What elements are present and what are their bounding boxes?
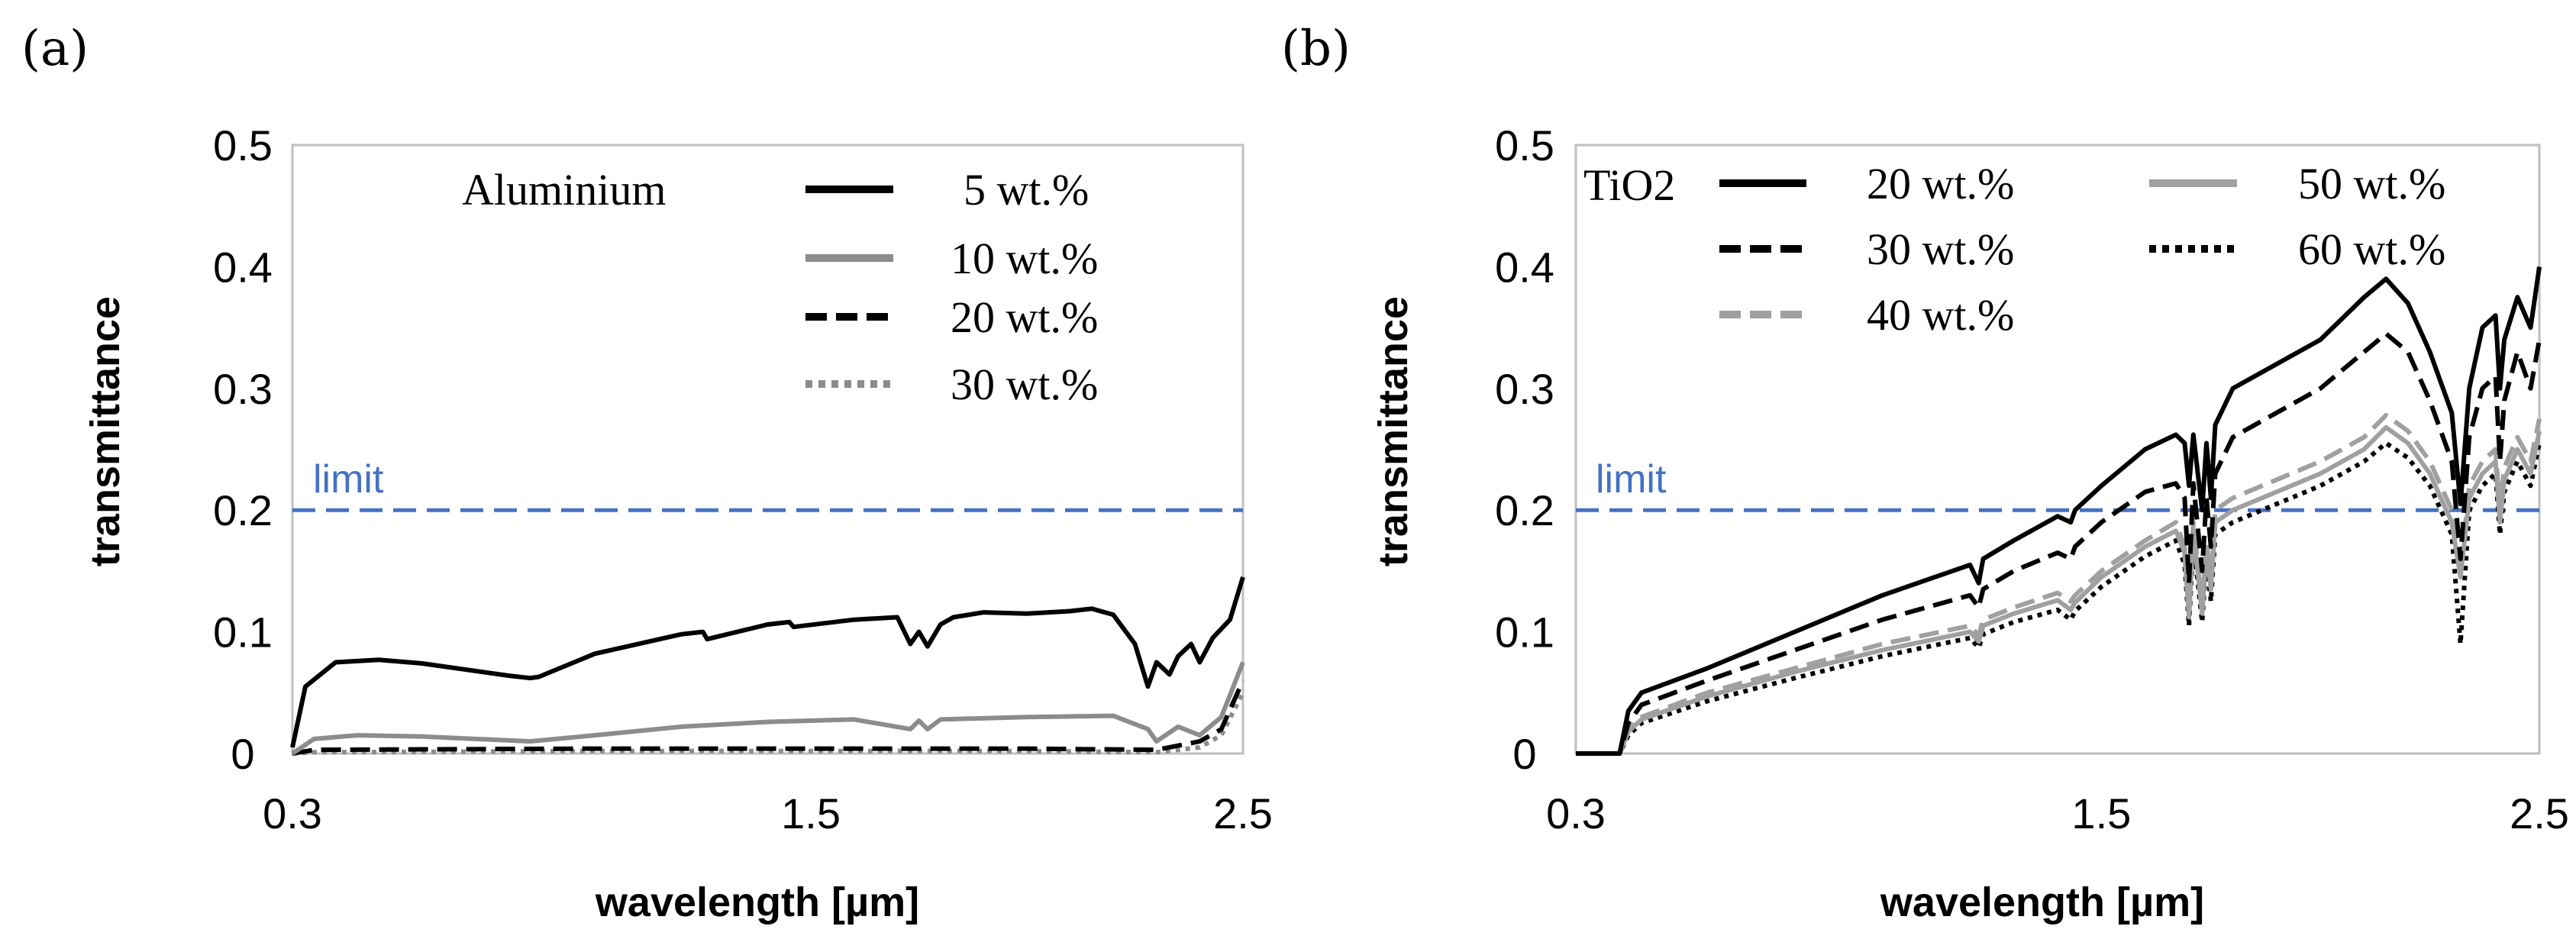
panel-a-limit-label: limit	[313, 457, 384, 502]
panel-b-xtick-label: 1.5	[2071, 789, 2131, 837]
panel-a-series-20-wt	[292, 679, 1245, 756]
panel-a-legend-title: Aluminium	[462, 165, 666, 215]
panel-b-series-30-wt	[1576, 331, 2542, 756]
panel-a-series-30-wt	[292, 691, 1245, 756]
panel-b-xlabel: wavelength [µm]	[1880, 879, 2204, 925]
panel-b-plot-area: 0 0.1 0.2 0.3 0.4 0.5 0.3 1.5 2.5 limit TiO2 20…	[1495, 121, 2569, 837]
panel-b-legend-label: 20 wt.%	[1867, 159, 2014, 208]
panel-a-xtick-label: 0.3	[263, 789, 322, 837]
panel-b-ylabel: transmittance	[1370, 296, 1416, 566]
panel-b-series-20-wt	[1576, 266, 2542, 756]
panel-a-xtick-label: 2.5	[1213, 789, 1273, 837]
panel-a-legend: Aluminium 5 wt.% 10 wt.% 20 wt.% 30 wt.%	[462, 165, 1098, 409]
panel-a-ytick-label: 0.4	[213, 243, 273, 291]
panel-b-legend-label: 60 wt.%	[2298, 224, 2445, 274]
panel-b-x-ticks: 0.3 1.5 2.5	[1546, 789, 2569, 837]
panel-b-xtick-label: 0.3	[1546, 789, 1606, 837]
panel-a-ytick-label: 0	[231, 730, 254, 778]
panel-b-legend-label: 30 wt.%	[1867, 224, 2014, 274]
panel-a-xlabel: wavelength [µm]	[595, 879, 919, 925]
panel-a-legend-label: 5 wt.%	[964, 165, 1089, 215]
panel-b-legend-label: 40 wt.%	[1867, 290, 2014, 340]
panel-a-x-ticks: 0.3 1.5 2.5	[263, 789, 1273, 837]
panel-a-series-5-wt	[290, 576, 1245, 748]
panel-a-plot-frame	[291, 144, 1244, 755]
panel-b-limit-label: limit	[1596, 457, 1667, 502]
panel-a-series-10-wt	[291, 661, 1245, 756]
panel-b-series	[1576, 266, 2542, 756]
panel-b-series-50-wt	[1576, 424, 2542, 756]
panel-a-ytick-label: 0.2	[213, 486, 273, 534]
panel-a-y-ticks: 0 0.1 0.2 0.3 0.4 0.5	[213, 121, 273, 778]
panel-a-plot-area: 0 0.1 0.2 0.3 0.4 0.5 0.3 1.5 2.5 limit Alumini…	[213, 121, 1273, 837]
panel-b-ytick-label: 0.5	[1495, 121, 1554, 169]
panel-a-legend-label: 30 wt.%	[951, 360, 1098, 409]
panel-b-y-ticks: 0 0.1 0.2 0.3 0.4 0.5	[1495, 121, 1554, 778]
panel-a-ylabel: transmittance	[82, 296, 128, 566]
panel-b-legend-label: 50 wt.%	[2298, 159, 2445, 208]
panel-a: (a) transmittance wavelength [µm] 0 0.1 0.…	[21, 21, 1273, 925]
panel-b-ytick-label: 0	[1512, 730, 1536, 778]
panel-a-ytick-label: 0.3	[213, 365, 273, 413]
panel-b-label: (b)	[1281, 21, 1351, 77]
panel-a-ytick-label: 0.1	[213, 608, 273, 657]
panel-a-label: (a)	[21, 21, 89, 77]
panel-a-legend-label: 20 wt.%	[951, 292, 1098, 342]
panel-b-ytick-label: 0.1	[1495, 608, 1554, 657]
panel-b: (b) transmittance wavelength [µm] 0 0.1 0.…	[1281, 21, 2569, 925]
panel-a-ytick-label: 0.5	[213, 121, 273, 169]
panel-a-series	[290, 576, 1245, 756]
panel-b-legend-title: TiO2	[1583, 160, 1675, 210]
panel-b-xtick-label: 2.5	[2510, 789, 2569, 837]
panel-b-ytick-label: 0.3	[1495, 365, 1554, 413]
panel-b-series-40-wt	[1576, 412, 2542, 756]
panel-b-ytick-label: 0.2	[1495, 486, 1554, 534]
panel-b-ytick-label: 0.4	[1495, 243, 1554, 291]
panel-b-legend: TiO2 20 wt.% 30 wt.% 40 wt.% 50 wt.% 60 wt.%	[1583, 159, 2445, 340]
panel-a-xtick-label: 1.5	[781, 789, 841, 837]
panel-a-legend-label: 10 wt.%	[951, 234, 1098, 283]
